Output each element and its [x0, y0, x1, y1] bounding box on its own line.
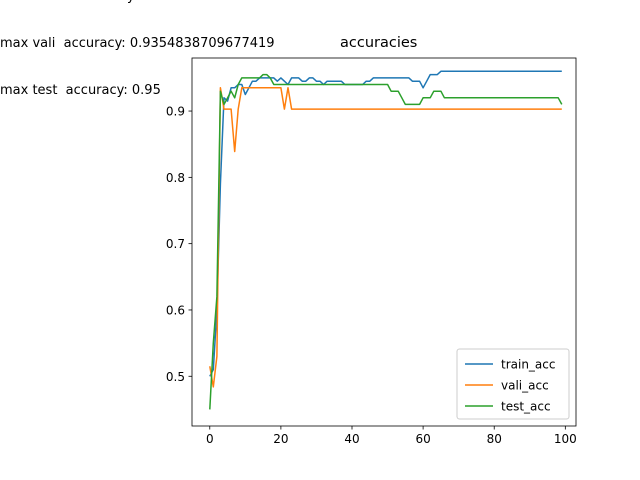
x-tick-label: 80: [487, 432, 502, 446]
clipped-top-text: y: [127, 0, 135, 4]
legend-box: [456, 348, 570, 420]
y-tick-label: 0.5: [166, 370, 185, 384]
max-vali-accuracy-text: max vali accuracy: 0.9354838709677419: [0, 36, 275, 51]
x-tick-label: 0: [206, 432, 214, 446]
legend-label-vali_acc: vali_acc: [501, 379, 549, 393]
series-line-test_acc: [209, 73, 563, 410]
x-tick-label: 20: [273, 432, 288, 446]
x-tick-label: 100: [554, 432, 577, 446]
axes-frame: [191, 57, 577, 427]
chart-title: accuracies: [340, 35, 418, 51]
plot-lines: [209, 70, 563, 410]
legend: train_acc vali_acc test_acc: [456, 348, 570, 420]
y-tick-label: 0.8: [166, 171, 185, 185]
x-tick-label: 60: [415, 432, 430, 446]
x-tick-label: 40: [344, 432, 359, 446]
series-line-vali_acc: [209, 87, 562, 388]
x-axis: 0 20 40 60 80 100: [206, 426, 577, 446]
y-tick-label: 0.7: [166, 237, 185, 251]
legend-label-train_acc: train_acc: [501, 358, 555, 372]
max-test-accuracy-text: max test accuracy: 0.95: [0, 83, 161, 98]
y-axis: 0.5 0.6 0.7 0.8 0.9: [166, 105, 192, 384]
y-tick-label: 0.9: [166, 105, 185, 119]
y-tick-label: 0.6: [166, 303, 185, 317]
legend-label-test_acc: test_acc: [501, 400, 551, 414]
series-line-train_acc: [209, 70, 562, 377]
